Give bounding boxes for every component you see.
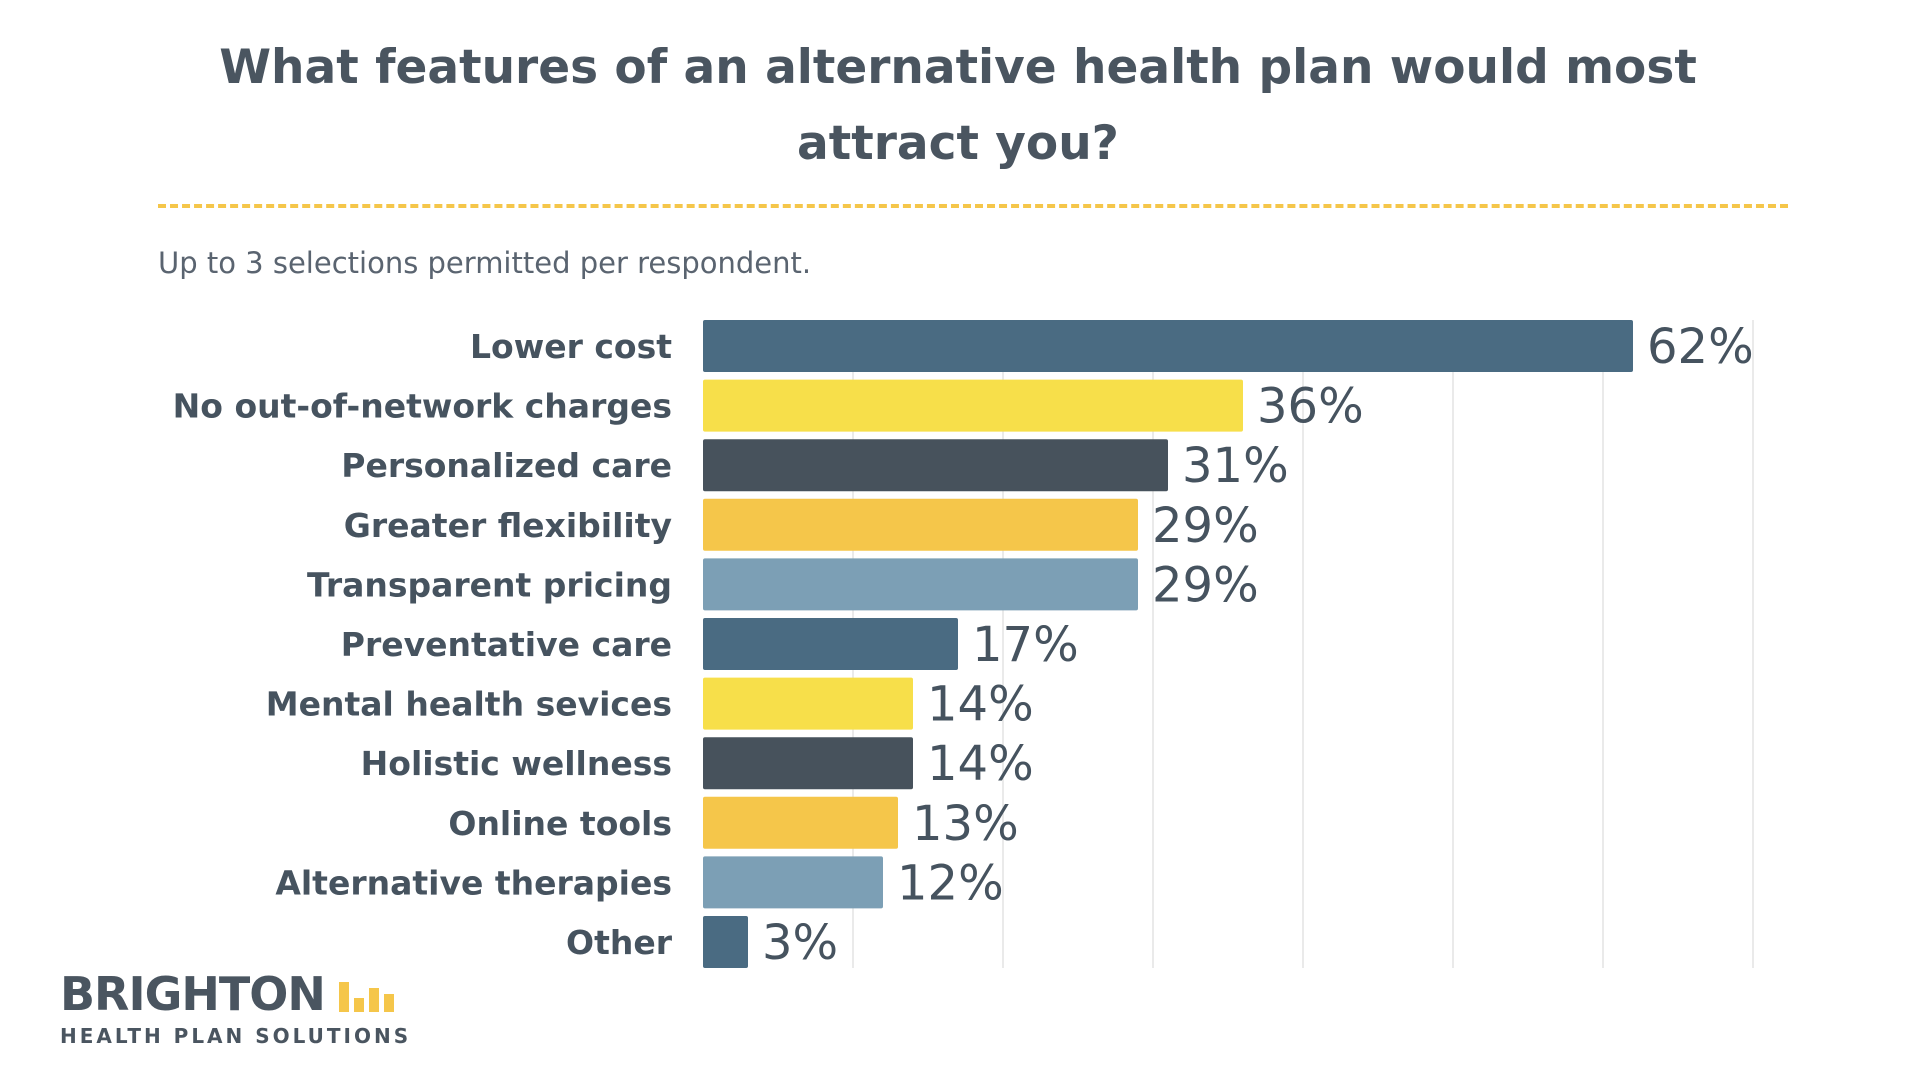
category-label: Personalized care xyxy=(341,446,672,485)
value-label: 14% xyxy=(927,677,1034,733)
bar xyxy=(703,558,1138,611)
category-label: Preventative care xyxy=(341,625,672,664)
bars xyxy=(703,320,1633,968)
category-label: Online tools xyxy=(448,804,672,843)
category-label: Lower cost xyxy=(470,327,672,366)
value-label: 14% xyxy=(927,736,1034,792)
bar xyxy=(703,498,1138,551)
value-label: 13% xyxy=(912,796,1019,852)
category-label: Holistic wellness xyxy=(361,744,672,783)
logo-bars-icon xyxy=(338,982,399,1012)
category-label: Greater flexibility xyxy=(344,506,672,545)
chart-subtitle: Up to 3 selections permitted per respond… xyxy=(158,246,812,280)
logo-tagline: HEALTH PLAN SOLUTIONS xyxy=(60,1024,412,1048)
value-label: 3% xyxy=(762,915,838,971)
value-label: 31% xyxy=(1182,438,1289,494)
category-label: Other xyxy=(566,923,673,962)
bar xyxy=(703,856,883,909)
brighton-logo: BRIGHTON HEALTH PLAN SOLUTIONS xyxy=(60,968,411,1048)
value-label: 17% xyxy=(972,617,1079,673)
category-label: No out-of-network charges xyxy=(173,387,672,426)
value-label: 36% xyxy=(1257,379,1364,435)
bar xyxy=(703,916,748,968)
bar xyxy=(703,379,1243,432)
value-label: 29% xyxy=(1152,498,1259,554)
chart-title: What features of an alternative health p… xyxy=(219,40,1697,171)
category-labels: Lower cost No out-of-network charges Perso… xyxy=(173,327,673,962)
title-divider xyxy=(158,204,1788,208)
bar xyxy=(703,796,898,849)
logo-wordmark: BRIGHTON xyxy=(60,967,326,1021)
value-label: 62% xyxy=(1647,319,1754,375)
category-label: Alternative therapies xyxy=(275,863,672,902)
bar xyxy=(703,439,1168,492)
value-label: 29% xyxy=(1152,557,1259,613)
bar xyxy=(703,320,1633,372)
bar xyxy=(703,677,913,730)
bar xyxy=(703,737,913,790)
category-label: Mental health sevices xyxy=(266,685,672,724)
value-labels: 62%36%31%29%29%17%14%14%13%12%3% xyxy=(762,319,1754,971)
value-label: 12% xyxy=(897,855,1004,911)
category-label: Transparent pricing xyxy=(307,565,672,604)
bar xyxy=(703,618,958,670)
